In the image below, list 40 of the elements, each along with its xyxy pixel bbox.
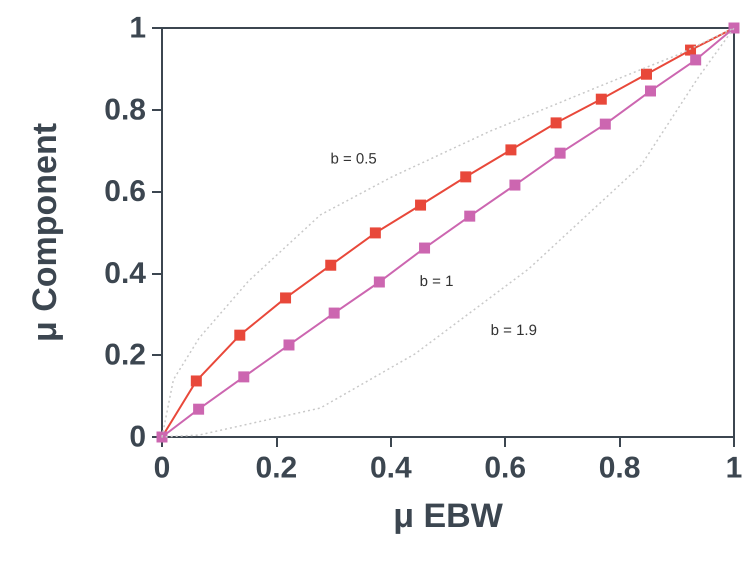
x-tick-label: 0.2 [256,452,298,484]
point [415,200,426,211]
x-tick-label: 1 [726,452,742,484]
y-axis-title: μ Component [26,122,64,342]
point [550,117,562,128]
point [238,371,250,382]
point [644,85,656,96]
point [509,180,520,191]
y-tick-label: 0.4 [104,256,146,290]
point [283,339,294,350]
point [328,308,340,319]
x-tick-label: 0.8 [598,452,640,484]
point [600,118,611,130]
point [280,292,292,304]
annotation: b = 1 [420,273,454,290]
y-tick-label: 0 [129,420,146,454]
x-tick-label: 0.4 [370,452,412,484]
y-tick-label: 0.8 [104,93,146,126]
point [460,171,472,182]
y-tick-label: 0.2 [104,338,146,372]
y-tick-label: 0.6 [104,175,146,208]
x-tick-label: 0 [154,452,170,484]
point [374,276,385,288]
point [505,144,516,156]
point [554,148,566,159]
point [690,54,702,66]
point [596,94,607,105]
x-axis-title: μ EBW [393,497,504,535]
point [193,404,204,415]
point [370,227,381,238]
annotation: b = 0.5 [330,150,377,168]
x-tick-label: 0.6 [484,452,526,484]
point [234,330,246,341]
y-tick-label: 1 [129,12,146,44]
point [419,242,430,254]
point [464,210,476,222]
point [325,260,336,271]
annotation: b = 1.9 [490,322,537,340]
point [190,375,202,386]
point [640,68,652,80]
